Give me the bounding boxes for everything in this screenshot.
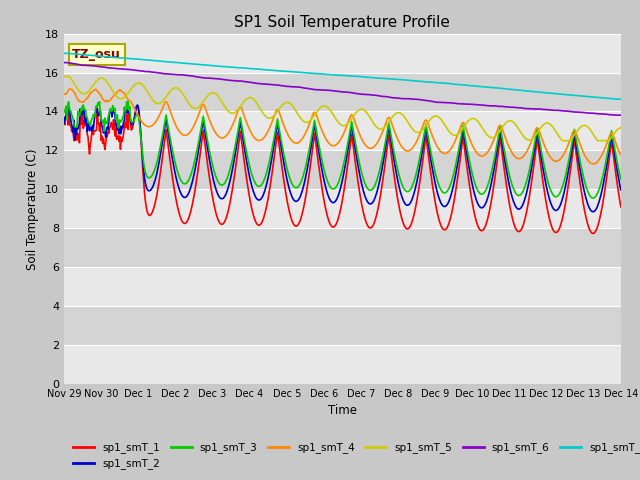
sp1_smT_5 [206,91,214,96]
sp1_smT_5 [182,96,190,102]
sp1_smT_4 [335,140,342,145]
sp1_smT_1 [335,215,342,220]
Line: sp1_smT_5: sp1_smT_5 [64,76,621,141]
sp1_smT_5 [388,115,396,120]
sp1_smT_2 [335,192,342,198]
sp1_smT_1 [207,185,215,191]
sp1_smT_3 [589,195,596,201]
Line: sp1_smT_6: sp1_smT_6 [64,62,621,115]
sp1_smT_6 [206,75,214,81]
sp1_smT_2 [134,102,141,108]
sp1_smT_1 [134,103,141,108]
sp1_smT_4 [589,161,596,167]
Line: sp1_smT_3: sp1_smT_3 [64,102,621,198]
sp1_smT_5 [559,138,566,144]
Bar [64,306,621,345]
sp1_smT_7 [182,60,190,66]
X-axis label: Time: Time [328,405,357,418]
sp1_smT_5 [617,125,625,131]
sp1_smT_3 [183,180,191,185]
sp1_smT_7 [334,72,342,78]
sp1_smT_3 [60,109,68,115]
sp1_smT_4 [183,132,191,138]
sp1_smT_2 [183,193,191,199]
sp1_smT_6 [388,95,396,101]
Bar [64,111,621,150]
sp1_smT_4 [389,123,397,129]
sp1_smT_3 [444,188,451,193]
Bar [64,228,621,267]
sp1_smT_6 [60,60,68,65]
sp1_smT_3 [207,155,215,161]
sp1_smT_3 [617,176,625,182]
sp1_smT_1 [589,230,596,236]
sp1_smT_4 [566,136,574,142]
sp1_smT_1 [389,162,397,168]
sp1_smT_7 [206,62,214,68]
Bar [64,34,621,72]
sp1_smT_7 [616,96,624,102]
sp1_smT_2 [207,165,215,171]
sp1_smT_2 [589,209,596,215]
sp1_smT_7 [388,76,396,82]
sp1_smT_4 [60,92,68,97]
sp1_smT_4 [65,86,73,92]
Bar [64,72,621,111]
Bar [64,345,621,384]
Line: sp1_smT_1: sp1_smT_1 [64,106,621,233]
sp1_smT_3 [335,180,342,185]
sp1_smT_5 [60,73,68,79]
sp1_smT_2 [60,120,68,126]
sp1_smT_1 [566,167,574,172]
sp1_smT_7 [617,96,625,102]
sp1_smT_7 [443,81,451,86]
sp1_smT_3 [566,148,574,154]
sp1_smT_6 [617,112,625,118]
sp1_smT_1 [60,118,68,123]
Bar [64,267,621,306]
sp1_smT_4 [207,120,215,126]
sp1_smT_5 [443,125,451,131]
sp1_smT_1 [444,224,451,229]
Line: sp1_smT_2: sp1_smT_2 [64,105,621,212]
sp1_smT_6 [334,88,342,94]
Y-axis label: Soil Temperature (C): Soil Temperature (C) [26,148,40,270]
Line: sp1_smT_4: sp1_smT_4 [64,89,621,164]
sp1_smT_3 [389,142,397,148]
sp1_smT_2 [617,187,625,193]
sp1_smT_4 [617,151,625,157]
sp1_smT_7 [60,50,68,56]
sp1_smT_6 [443,100,451,106]
sp1_smT_1 [617,204,625,210]
sp1_smT_2 [444,201,451,207]
Text: TZ_osu: TZ_osu [72,48,121,61]
sp1_smT_2 [566,155,574,161]
Title: SP1 Soil Temperature Profile: SP1 Soil Temperature Profile [234,15,451,30]
Legend: sp1_smT_1, sp1_smT_2, sp1_smT_3, sp1_smT_4, sp1_smT_5, sp1_smT_6, sp1_smT_7: sp1_smT_1, sp1_smT_2, sp1_smT_3, sp1_smT… [69,438,640,474]
sp1_smT_3 [65,99,72,105]
Bar [64,150,621,189]
sp1_smT_6 [182,72,190,78]
sp1_smT_5 [566,137,574,143]
sp1_smT_4 [444,150,451,156]
Line: sp1_smT_7: sp1_smT_7 [64,53,621,99]
Bar [64,189,621,228]
sp1_smT_6 [566,108,573,114]
sp1_smT_1 [183,219,191,225]
sp1_smT_2 [389,149,397,155]
sp1_smT_5 [334,119,342,124]
sp1_smT_7 [566,92,573,98]
